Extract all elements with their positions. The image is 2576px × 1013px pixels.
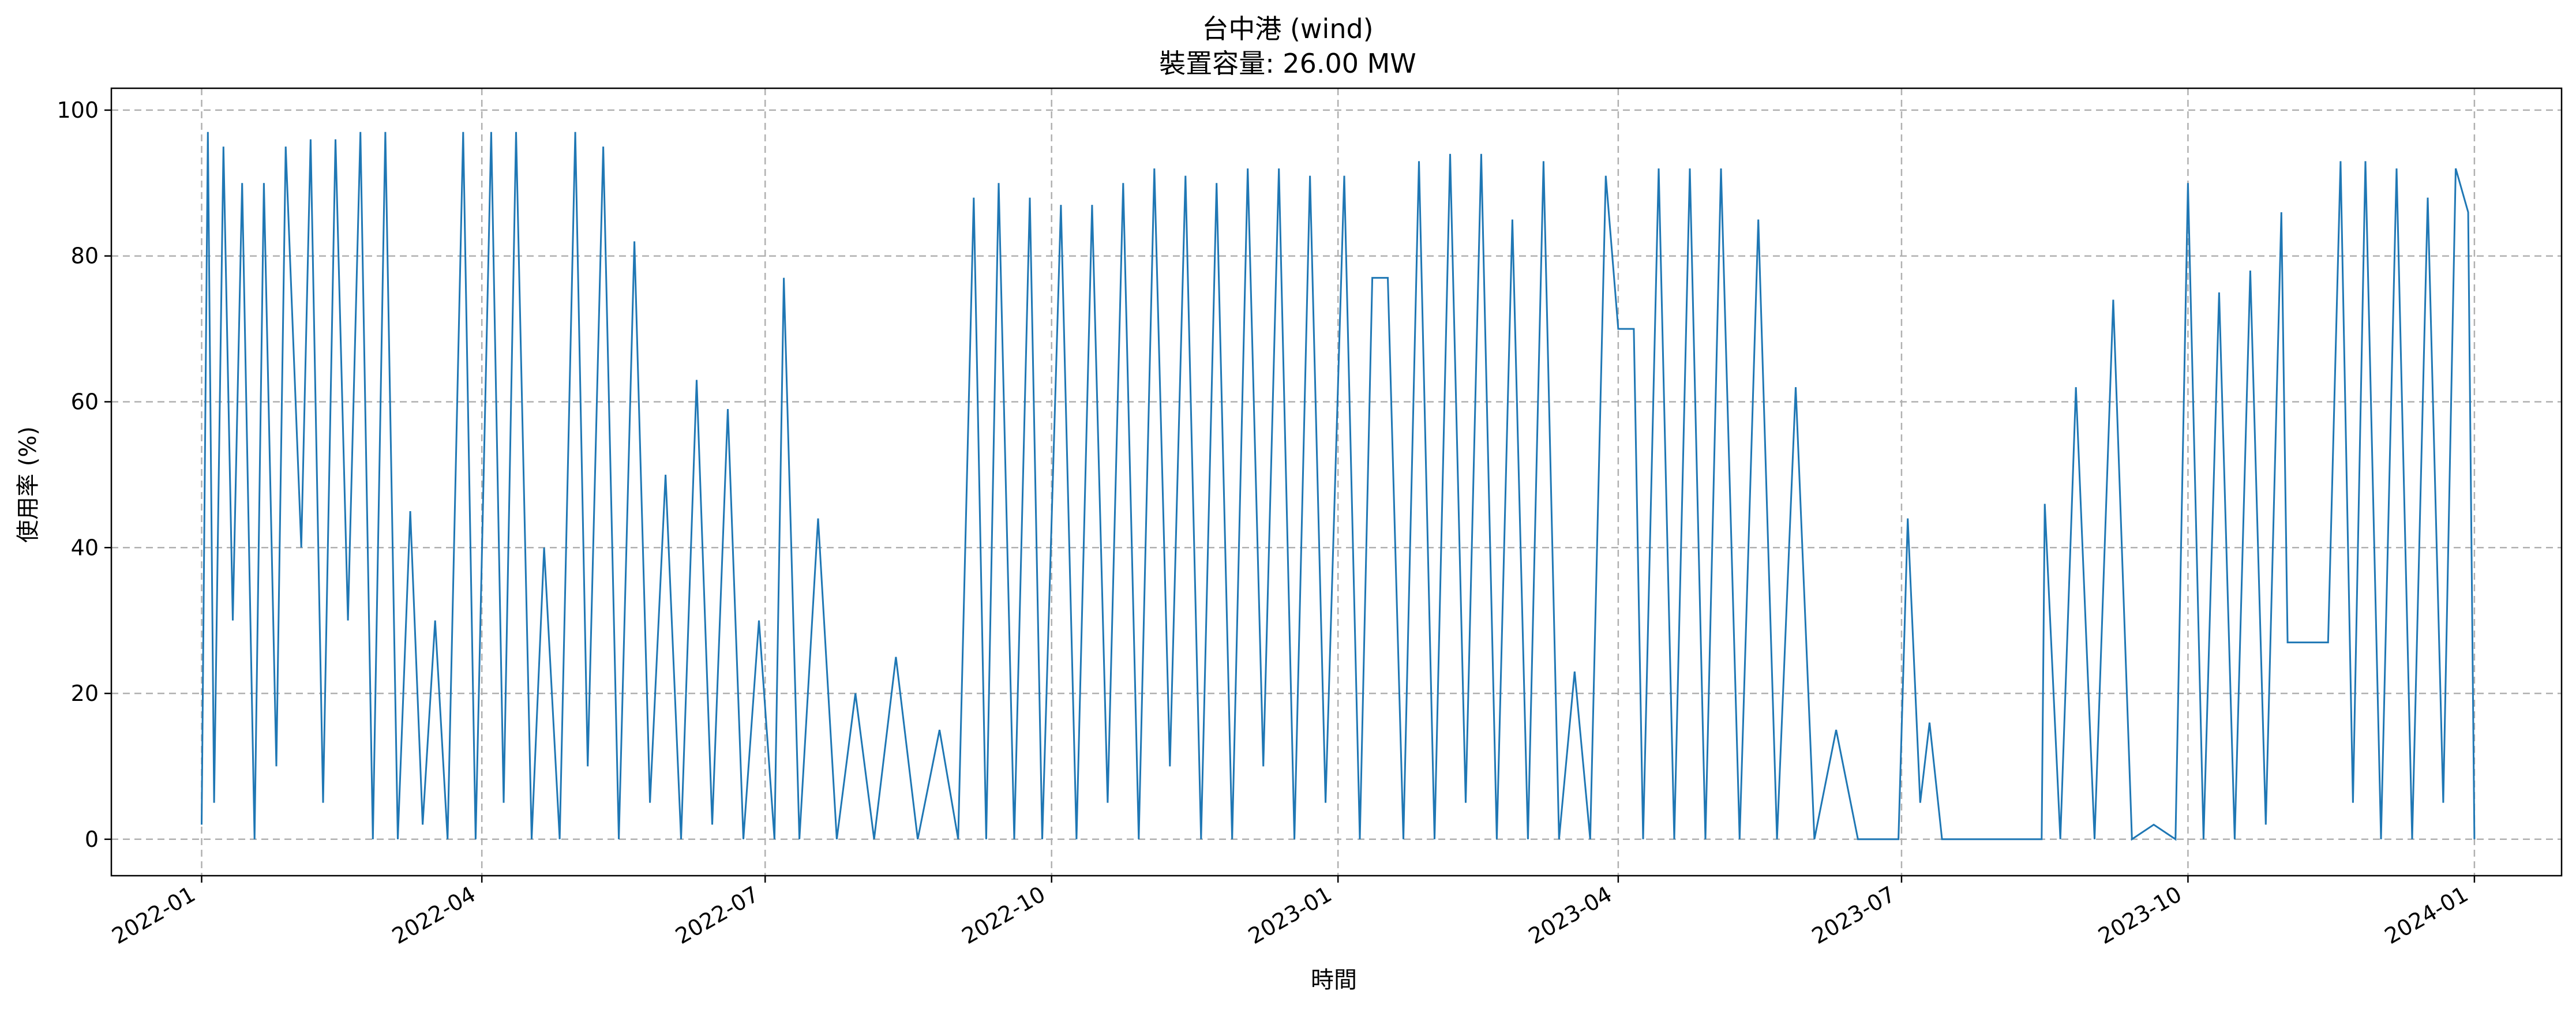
y-tick-label: 40 — [71, 535, 99, 560]
chart-title: 台中港 (wind) — [1202, 13, 1373, 44]
series-line — [201, 132, 2476, 841]
x-axis-label: 時間 — [1311, 967, 1357, 993]
plot-frame — [110, 87, 2563, 877]
y-tick-label: 100 — [57, 97, 99, 123]
series-layer — [201, 132, 2476, 841]
grid-lines — [111, 88, 2562, 876]
y-tick-label: 60 — [71, 389, 99, 414]
y-tick-label: 0 — [85, 827, 99, 852]
y-tick-label: 20 — [71, 681, 99, 706]
chart-subtitle: 裝置容量: 26.00 MW — [1159, 48, 1416, 79]
y-axis-label: 使用率 (%) — [15, 426, 42, 543]
y-tick-label: 80 — [71, 243, 99, 269]
